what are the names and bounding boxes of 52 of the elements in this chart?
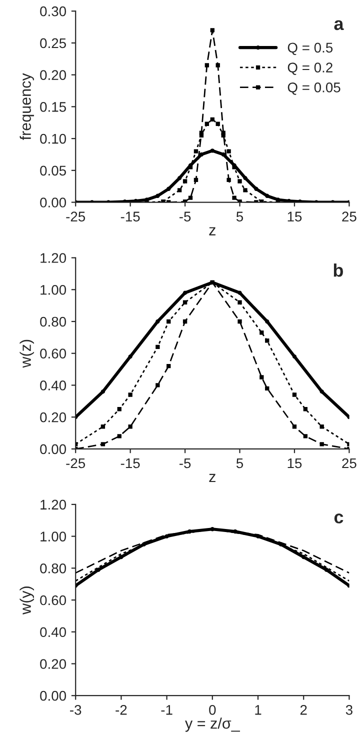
y-tick-label: 0.25	[40, 38, 66, 48]
annotation: b	[334, 264, 343, 277]
y-tick-label: 0.60	[40, 348, 66, 359]
y-tick-label: 0.10	[40, 134, 66, 144]
y-axis-title: w(z)	[20, 340, 34, 368]
x-tick-label: 25	[342, 212, 356, 222]
x-tick-label: 1	[255, 705, 262, 715]
x-tick-label: -25	[66, 212, 86, 222]
y-tick-label: 0.00	[40, 690, 66, 701]
x-tick-label: 3	[346, 704, 352, 715]
x-tick-label: 15	[288, 458, 302, 468]
y-tick-label: 0.20	[40, 412, 66, 422]
y-tick-label: 0.60	[40, 595, 66, 606]
x-tick-label: -3	[70, 704, 82, 715]
legend-label: Q = 0.2	[288, 62, 332, 75]
y-tick-label: 0.15	[40, 102, 66, 112]
y-tick-label: 1.00	[40, 284, 66, 295]
x-axis-title: z	[209, 474, 216, 482]
x-tick-label: -25	[66, 458, 86, 468]
y-tick-label: 0.00	[40, 198, 66, 208]
y-tick-label: 0.40	[40, 380, 66, 390]
x-axis-title: z	[209, 227, 216, 236]
x-tick-label: 15	[288, 212, 302, 222]
x-tick-label: -5	[179, 212, 191, 222]
x-tick-label: -15	[120, 458, 140, 468]
y-tick-label: 0.80	[40, 316, 66, 327]
legend-label: Q = 0.5	[288, 42, 333, 56]
y-axis-title: frequency	[20, 73, 34, 140]
y-tick-label: 0.40	[40, 627, 66, 638]
y-tick-label: 1.00	[40, 532, 66, 542]
x-tick-label: 0	[209, 704, 216, 715]
y-tick-label: 1.20	[40, 500, 66, 510]
x-tick-label: -15	[120, 212, 140, 222]
x-axis-title: y = z/σ_	[185, 718, 240, 732]
x-tick-label: -2	[116, 704, 127, 715]
y-tick-label: 0.05	[40, 166, 66, 176]
x-tick-label: 2	[300, 704, 307, 715]
x-tick-label: 5	[236, 458, 244, 468]
y-tick-label: 0.30	[40, 6, 66, 16]
x-tick-label: 25	[342, 458, 356, 468]
legend-label: Q = 0.05	[288, 82, 340, 95]
y-tick-label: 0.00	[40, 444, 66, 454]
x-tick-label: 5	[236, 212, 244, 222]
y-tick-label: 0.80	[40, 563, 66, 574]
y-tick-label: 1.20	[40, 253, 66, 263]
annotation: c	[334, 514, 344, 524]
annotation: a	[334, 20, 344, 30]
x-tick-label: -1	[161, 705, 172, 715]
y-tick-label: 0.20	[40, 70, 66, 80]
x-tick-label: -5	[179, 458, 191, 468]
y-tick-label: 0.20	[40, 659, 66, 669]
y-axis-title: w(y)	[20, 586, 34, 614]
